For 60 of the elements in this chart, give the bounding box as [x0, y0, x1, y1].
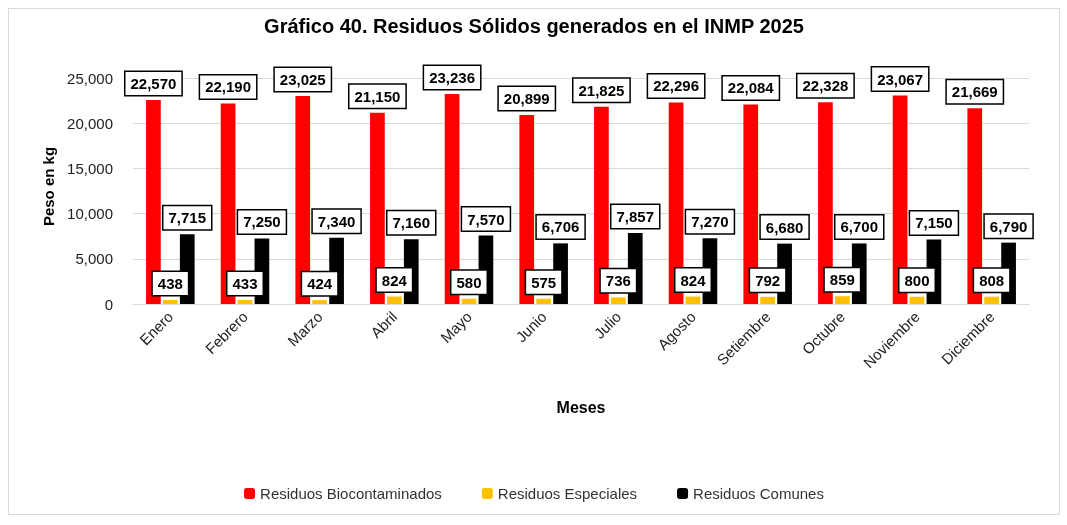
- data-label: 736: [605, 272, 631, 290]
- data-label: 7,857: [616, 207, 655, 225]
- data-label: 22,190: [205, 78, 252, 96]
- bar: [312, 300, 328, 304]
- data-label: 580: [456, 273, 482, 291]
- data-label: 22,084: [727, 79, 775, 97]
- data-label: 23,236: [429, 68, 476, 86]
- y-tick-label: 25,000: [67, 69, 113, 87]
- data-label: 7,570: [467, 210, 505, 228]
- data-label: 6,790: [989, 217, 1028, 235]
- bar: [984, 296, 1000, 304]
- data-label: 7,715: [168, 209, 207, 227]
- bar: [386, 296, 402, 304]
- bar: [162, 300, 178, 304]
- data-label: 7,150: [915, 214, 953, 232]
- data-label: 22,296: [653, 77, 700, 95]
- data-label: 7,340: [317, 212, 356, 230]
- y-tick-label: 10,000: [67, 205, 113, 223]
- bar: [610, 297, 626, 304]
- data-label: 808: [979, 271, 1005, 289]
- data-label: 6,680: [765, 218, 804, 236]
- data-label: 6,706: [541, 218, 580, 236]
- y-tick-label: 0: [104, 295, 113, 313]
- bar: [909, 296, 925, 304]
- bar: [760, 296, 776, 304]
- y-tick-label: 20,000: [67, 114, 113, 132]
- data-label: 7,250: [243, 213, 281, 231]
- data-label: 21,150: [354, 87, 401, 105]
- x-tick-label: Julio: [590, 307, 625, 342]
- bar: [536, 298, 552, 304]
- data-label: 575: [531, 273, 557, 291]
- legend-label: Residuos Especiales: [497, 485, 638, 502]
- legend-label: Residuos Biocontaminados: [260, 485, 442, 502]
- bar: [834, 296, 850, 304]
- data-label: 438: [157, 275, 183, 293]
- chart-title: Gráfico 40. Residuos Sólidos generados en el INMP 2025: [264, 15, 804, 37]
- y-tick-label: 5,000: [75, 250, 113, 268]
- data-label: 800: [904, 271, 930, 289]
- data-label: 7,270: [691, 213, 729, 231]
- bar: [237, 300, 253, 304]
- data-label: 792: [755, 271, 781, 289]
- data-label: 7,160: [392, 214, 431, 232]
- data-label: 433: [232, 275, 258, 293]
- data-label: 23,067: [877, 70, 924, 88]
- data-label: 20,899: [503, 90, 550, 108]
- y-axis-title: Peso en kg: [40, 146, 58, 227]
- legend-label: Residuos Comunes: [693, 485, 824, 502]
- x-axis-title: Meses: [556, 398, 606, 416]
- data-label: 824: [381, 271, 408, 289]
- data-label: 23,025: [279, 70, 326, 88]
- bar: [461, 298, 477, 304]
- data-label: 22,328: [802, 77, 849, 95]
- data-label: 824: [680, 271, 707, 289]
- data-label: 6,700: [840, 218, 879, 236]
- y-tick-label: 15,000: [67, 159, 113, 177]
- data-label: 22,570: [130, 75, 177, 92]
- data-label: 424: [307, 275, 333, 293]
- data-label: 21,825: [578, 81, 625, 99]
- data-label: 21,669: [951, 83, 998, 101]
- data-label: 859: [829, 271, 855, 289]
